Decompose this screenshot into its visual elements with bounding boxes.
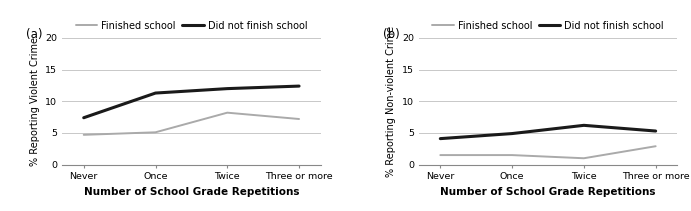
Legend: Finished school, Did not finish school: Finished school, Did not finish school [433, 21, 664, 31]
Text: (b): (b) [383, 28, 399, 41]
Legend: Finished school, Did not finish school: Finished school, Did not finish school [75, 21, 307, 31]
Y-axis label: % Reporting Violent Crime: % Reporting Violent Crime [30, 37, 40, 166]
X-axis label: Number of School Grade Repetitions: Number of School Grade Repetitions [84, 187, 299, 197]
Text: (a): (a) [26, 28, 43, 41]
X-axis label: Number of School Grade Repetitions: Number of School Grade Repetitions [440, 187, 656, 197]
Y-axis label: % Reporting Non-violent Crime: % Reporting Non-violent Crime [386, 26, 397, 177]
